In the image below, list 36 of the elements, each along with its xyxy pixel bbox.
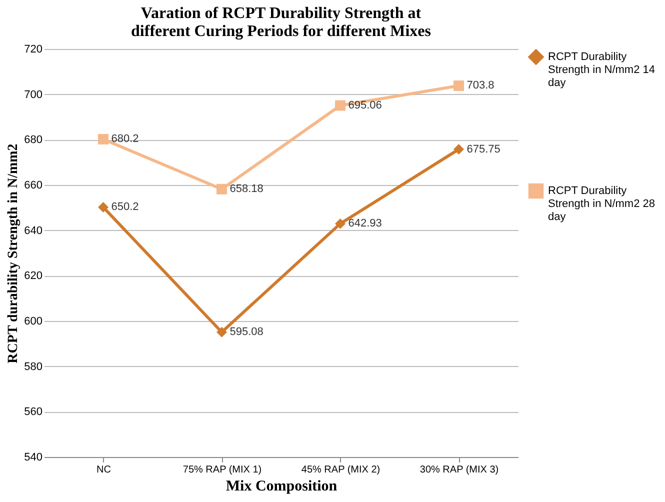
x-axis-title: Mix Composition (226, 478, 338, 494)
data-label: 680.2 (111, 133, 139, 146)
text: different Curing Periods for different Mixes (131, 23, 431, 40)
data-label: 658.18 (230, 183, 264, 196)
data-label: 703.8 (466, 80, 494, 92)
x-tick-label: NC (96, 464, 111, 476)
point (454, 144, 464, 155)
y-tick-label: 560 (24, 406, 42, 418)
data-label: 642.93 (348, 218, 382, 230)
y-tick-label: 640 (24, 224, 42, 237)
y-tick-label: 620 (24, 270, 42, 282)
legend-label: RCPT Durability Strength in N/mm2 14 day (548, 51, 655, 89)
data-label: 650.2 (111, 201, 139, 214)
point (98, 134, 108, 144)
text: Varation of RCPT Durability Strength at (140, 5, 422, 22)
data-label: 595.08 (230, 326, 264, 338)
y-axis-title: RCPT durability Strength in N/mm2 (6, 144, 22, 364)
point (216, 326, 227, 338)
y-tick-label: 540 (24, 452, 42, 464)
y-tick-label: 700 (24, 88, 42, 101)
point (454, 80, 464, 91)
x-tick-label: 45% RAP (MIX 2) (301, 464, 380, 476)
point (98, 202, 108, 212)
point (216, 184, 227, 194)
y-tick-label: 680 (24, 134, 42, 146)
y-tick-label: 580 (24, 360, 42, 373)
point (335, 100, 346, 111)
legend-label: RCPT Durability Strength in N/mm2 28 day (548, 185, 655, 223)
data-label: 695.06 (348, 100, 382, 112)
y-tick-label: 600 (24, 316, 42, 328)
y-tick-label: 720 (24, 44, 42, 56)
point (335, 218, 346, 229)
data-label: 675.75 (466, 143, 500, 156)
x-tick-label: 30% RAP (MIX 3) (420, 464, 499, 476)
x-tick-label: 75% RAP (MIX 1) (182, 464, 262, 476)
y-tick-label: 660 (24, 180, 42, 192)
